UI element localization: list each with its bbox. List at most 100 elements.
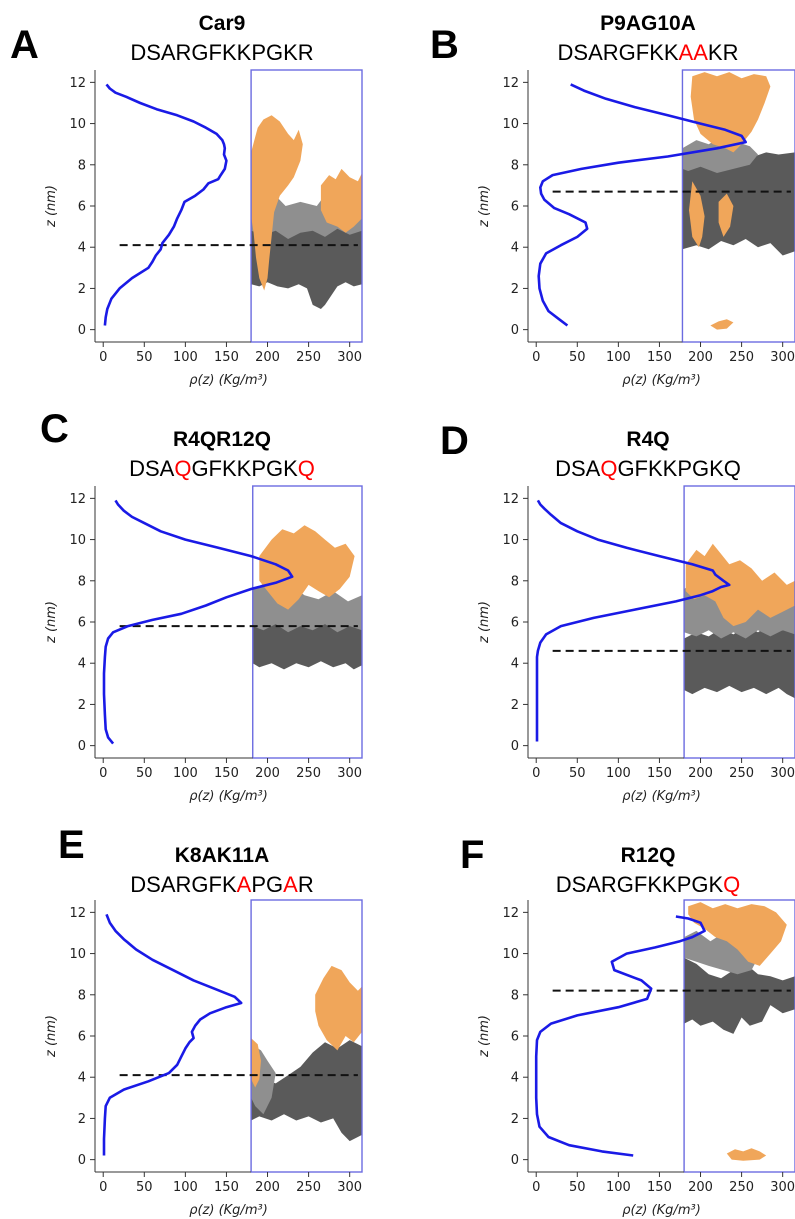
density-curve	[103, 83, 228, 326]
peptide-sequence: DSARGFKKPGKR	[130, 40, 313, 65]
panel-f: F R12Q DSARGFKKPGKQ 0 2 4 6 8 10 12 0 50 100 150 200 25…	[460, 833, 795, 1218]
y-tick-label: 2	[511, 1112, 519, 1127]
y-tick-label: 8	[78, 574, 86, 589]
density-curve	[534, 915, 706, 1157]
x-tick-label: 50	[136, 350, 153, 365]
peptide-region	[685, 543, 795, 627]
y-axis-label: z (nm)	[44, 1015, 59, 1058]
x-tick-label: 100	[606, 350, 631, 365]
y-tick-label: 6	[78, 616, 86, 631]
panel-b: B P9AG10A DSARGFKKAAKR 0 2 4 6 8 10 12 0 50 100 150 20…	[430, 12, 795, 388]
x-tick-label: 300	[337, 766, 362, 781]
surface-dark-region	[251, 220, 362, 309]
surface-dark-region	[682, 150, 795, 256]
x-tick-label: 100	[173, 350, 198, 365]
y-tick-label: 6	[511, 200, 519, 215]
x-tick-label: 0	[532, 1180, 540, 1195]
x-tick-label: 300	[770, 1180, 795, 1195]
y-tick-label: 0	[511, 323, 519, 338]
x-tick-label: 50	[569, 350, 586, 365]
y-tick-label: 4	[78, 1071, 86, 1086]
x-tick-label: 100	[606, 766, 631, 781]
y-tick-label: 0	[78, 739, 86, 754]
membrane-structure	[684, 543, 795, 699]
y-tick-label: 8	[78, 158, 86, 173]
x-tick-label: 300	[770, 350, 795, 365]
sequence-segment: KR	[708, 40, 739, 65]
y-axis-label: z (nm)	[477, 185, 492, 228]
peptide-region	[689, 181, 705, 248]
surface-light-region	[684, 930, 758, 975]
peptide-sequence: DSARGFKAPGAR	[130, 872, 313, 897]
peptide-region	[690, 72, 771, 153]
sequence-segment: DSA	[129, 456, 175, 481]
mutated-residue: A	[237, 872, 252, 897]
x-axis-label: ρ(z) (Kg/m³)	[622, 789, 701, 804]
surface-dark-region	[251, 1040, 362, 1142]
x-tick-label: 150	[214, 1180, 239, 1195]
peptide-region	[726, 1148, 767, 1161]
y-tick-label: 2	[78, 1112, 86, 1127]
x-tick-label: 250	[296, 1180, 321, 1195]
panel-title: Car9	[199, 12, 246, 35]
y-tick-label: 4	[511, 241, 519, 256]
x-tick-label: 250	[296, 766, 321, 781]
x-tick-label: 0	[532, 350, 540, 365]
y-tick-label: 6	[511, 1030, 519, 1045]
peptide-region	[718, 193, 734, 237]
x-tick-label: 150	[214, 766, 239, 781]
x-tick-label: 100	[606, 1180, 631, 1195]
y-tick-label: 12	[502, 492, 519, 507]
x-tick-label: 200	[688, 1180, 713, 1195]
panel-title: R4Q	[626, 428, 669, 451]
y-tick-label: 0	[78, 1153, 86, 1168]
simulation-box	[250, 899, 363, 1173]
surface-dark-region	[684, 957, 795, 1034]
x-tick-label: 250	[296, 350, 321, 365]
sequence-segment: R	[298, 872, 314, 897]
density-curve	[102, 499, 294, 745]
peptide-region	[259, 525, 355, 610]
mutated-residue: Q	[298, 456, 315, 481]
x-tick-label: 0	[532, 766, 540, 781]
panel-letter: B	[430, 23, 459, 67]
sequence-segment: DSARGFKKPGKR	[130, 40, 313, 65]
peptide-region	[710, 319, 734, 330]
sequence-segment: DSARGFK	[130, 872, 237, 897]
sequence-segment: GFKKPGKQ	[617, 456, 740, 481]
y-axis-label: z (nm)	[477, 601, 492, 644]
x-tick-label: 150	[214, 350, 239, 365]
y-axis-label: z (nm)	[44, 185, 59, 228]
peptide-region	[320, 168, 362, 233]
x-axis-label: ρ(z) (Kg/m³)	[622, 373, 701, 388]
sequence-segment: GFKKPGK	[191, 456, 298, 481]
y-tick-label: 6	[78, 1030, 86, 1045]
mutated-residue: Q	[723, 872, 740, 897]
x-tick-label: 200	[255, 350, 280, 365]
y-tick-label: 0	[511, 1153, 519, 1168]
x-tick-label: 0	[99, 766, 107, 781]
x-tick-label: 250	[729, 766, 754, 781]
y-tick-label: 8	[511, 988, 519, 1003]
membrane-structure	[251, 965, 362, 1142]
y-tick-label: 10	[69, 947, 86, 962]
x-tick-label: 0	[99, 1180, 107, 1195]
x-axis-label: ρ(z) (Kg/m³)	[189, 1203, 268, 1218]
peptide-sequence: DSARGFKKPGKQ	[556, 872, 741, 897]
y-tick-label: 10	[69, 533, 86, 548]
y-tick-label: 10	[502, 533, 519, 548]
peptide-sequence: DSAQGFKKPGKQ	[129, 456, 315, 481]
panel-a: A Car9 DSARGFKKPGKR 0 2 4 6 8 10 12 0 50 100 150 200 25…	[10, 12, 363, 388]
x-tick-label: 300	[337, 350, 362, 365]
membrane-structure	[251, 115, 362, 309]
density-curve	[537, 83, 748, 327]
y-tick-label: 10	[502, 947, 519, 962]
x-tick-label: 300	[337, 1180, 362, 1195]
membrane-structure	[684, 902, 795, 1161]
y-tick-label: 2	[78, 282, 86, 297]
y-tick-label: 4	[511, 1071, 519, 1086]
y-tick-label: 8	[511, 158, 519, 173]
x-tick-label: 250	[729, 1180, 754, 1195]
mutated-residue: AA	[679, 40, 709, 65]
